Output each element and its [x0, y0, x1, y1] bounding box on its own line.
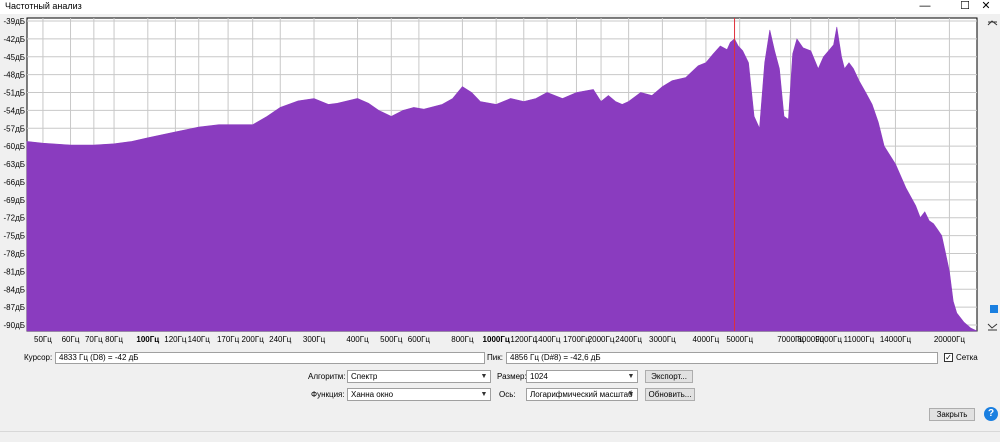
y-tick-label: -48дБ: [4, 71, 25, 80]
size-label: Размер:: [497, 372, 527, 381]
algorithm-select-value: Спектр: [351, 372, 378, 381]
y-tick-label: -51дБ: [4, 89, 25, 98]
x-tick-label: 3000Гц: [649, 335, 676, 344]
y-tick-label: -63дБ: [4, 160, 25, 169]
x-tick-label: 70Гц: [85, 335, 103, 344]
y-tick-label: -66дБ: [4, 178, 25, 187]
y-tick-label: -42дБ: [4, 35, 25, 44]
algorithm-select[interactable]: Спектр ▼: [347, 370, 491, 383]
frequency-plot[interactable]: -39дБ -42дБ -45дБ -48дБ -51дБ -54дБ -57дБ -60дБ…: [0, 14, 1000, 350]
y-tick-label: -45дБ: [4, 53, 25, 62]
chevron-down-icon: ▼: [627, 373, 635, 380]
function-select[interactable]: Ханна окно ▼: [347, 388, 491, 401]
function-label: Функция:: [311, 390, 345, 399]
x-tick-label: 1400Гц: [534, 335, 561, 344]
zoom-out-icon[interactable]: [987, 323, 998, 331]
x-tick-label: 50Гц: [34, 335, 52, 344]
x-tick-label: 20000Гц: [934, 335, 966, 344]
x-tick-label: 1700Гц: [563, 335, 590, 344]
x-tick-label: 240Гц: [269, 335, 292, 344]
y-tick-label: -39дБ: [4, 17, 25, 26]
minimize-button[interactable]: —: [919, 0, 931, 12]
y-tick-label: -90дБ: [4, 321, 25, 330]
help-icon[interactable]: ?: [984, 407, 998, 421]
x-tick-label: 800Гц: [451, 335, 474, 344]
x-tick-label: 500Гц: [380, 335, 403, 344]
x-tick-label: 5000Гц: [726, 335, 753, 344]
title-bar: Частотный анализ — ☐ ✕: [0, 0, 1000, 14]
y-tick-label: -75дБ: [4, 232, 25, 241]
axis-label: Ось:: [499, 390, 516, 399]
y-tick-label: -84дБ: [4, 285, 25, 294]
peak-value-field: 4856 Гц (D#8) = -42,6 дБ: [506, 352, 938, 364]
x-tick-label: 1200Гц: [510, 335, 537, 344]
x-tick-label: 300Гц: [303, 335, 326, 344]
y-tick-label: -69дБ: [4, 196, 25, 205]
x-tick-label: 140Гц: [188, 335, 211, 344]
close-button[interactable]: Закрыть: [929, 408, 975, 421]
x-tick-label: 60Гц: [62, 335, 80, 344]
cursor-label: Курсор:: [24, 353, 53, 362]
x-tick-label: 2000Гц: [588, 335, 615, 344]
x-tick-label: 4000Гц: [693, 335, 720, 344]
x-tick-label: 1000Гц: [483, 335, 510, 344]
x-tick-label: 170Гц: [217, 335, 240, 344]
x-tick-label: 600Гц: [408, 335, 431, 344]
chevron-down-icon: ▼: [627, 391, 635, 398]
x-tick-label: 9000Гц: [815, 335, 842, 344]
y-tick-label: -54дБ: [4, 106, 25, 115]
axis-select-value: Логарифмический масштаб: [530, 390, 633, 399]
status-bar: [0, 431, 1000, 442]
algorithm-label: Алгоритм:: [308, 372, 346, 381]
close-window-button[interactable]: ✕: [981, 0, 991, 12]
export-button[interactable]: Экспорт...: [645, 370, 693, 383]
window-title: Частотный анализ: [5, 1, 82, 11]
x-tick-label: 11000Гц: [844, 335, 875, 344]
x-tick-label: 80Гц: [105, 335, 123, 344]
x-tick-label: 200Гц: [242, 335, 265, 344]
x-tick-label: 400Гц: [346, 335, 369, 344]
x-tick-label: 100Гц: [136, 335, 159, 344]
grid-checkbox-label: Сетка: [956, 353, 978, 362]
y-tick-label: -72дБ: [4, 214, 25, 223]
y-tick-label: -87дБ: [4, 303, 25, 312]
peak-label: Пик:: [487, 353, 503, 362]
x-tick-label: 2400Гц: [615, 335, 642, 344]
chevron-down-icon: ▼: [480, 373, 488, 380]
x-tick-label: 14000Гц: [880, 335, 912, 344]
maximize-button[interactable]: ☐: [960, 0, 970, 12]
y-tick-label: -78дБ: [4, 249, 25, 258]
x-tick-label: 120Гц: [164, 335, 187, 344]
function-select-value: Ханна окно: [351, 390, 394, 399]
size-select-value: 1024: [530, 372, 548, 381]
grid-checkbox[interactable]: ✓: [944, 353, 953, 362]
y-tick-label: -57дБ: [4, 124, 25, 133]
axis-select[interactable]: Логарифмический масштаб ▼: [526, 388, 638, 401]
zoom-in-icon[interactable]: [987, 20, 998, 26]
scrollbar-thumb[interactable]: [990, 305, 998, 313]
v-scrollbar[interactable]: [987, 22, 998, 328]
size-select[interactable]: 1024 ▼: [526, 370, 638, 383]
x-tick-label: 7000Гц: [777, 335, 804, 344]
cursor-value-field: 4833 Гц (D8) = -42 дБ: [55, 352, 485, 364]
spectrum-area: [26, 26, 978, 332]
refresh-button[interactable]: Обновить...: [645, 388, 695, 401]
y-tick-label: -60дБ: [4, 142, 25, 151]
y-tick-label: -81дБ: [4, 267, 25, 276]
x-tick-label: 8000Гц: [797, 335, 824, 344]
chevron-down-icon: ▼: [480, 391, 488, 398]
